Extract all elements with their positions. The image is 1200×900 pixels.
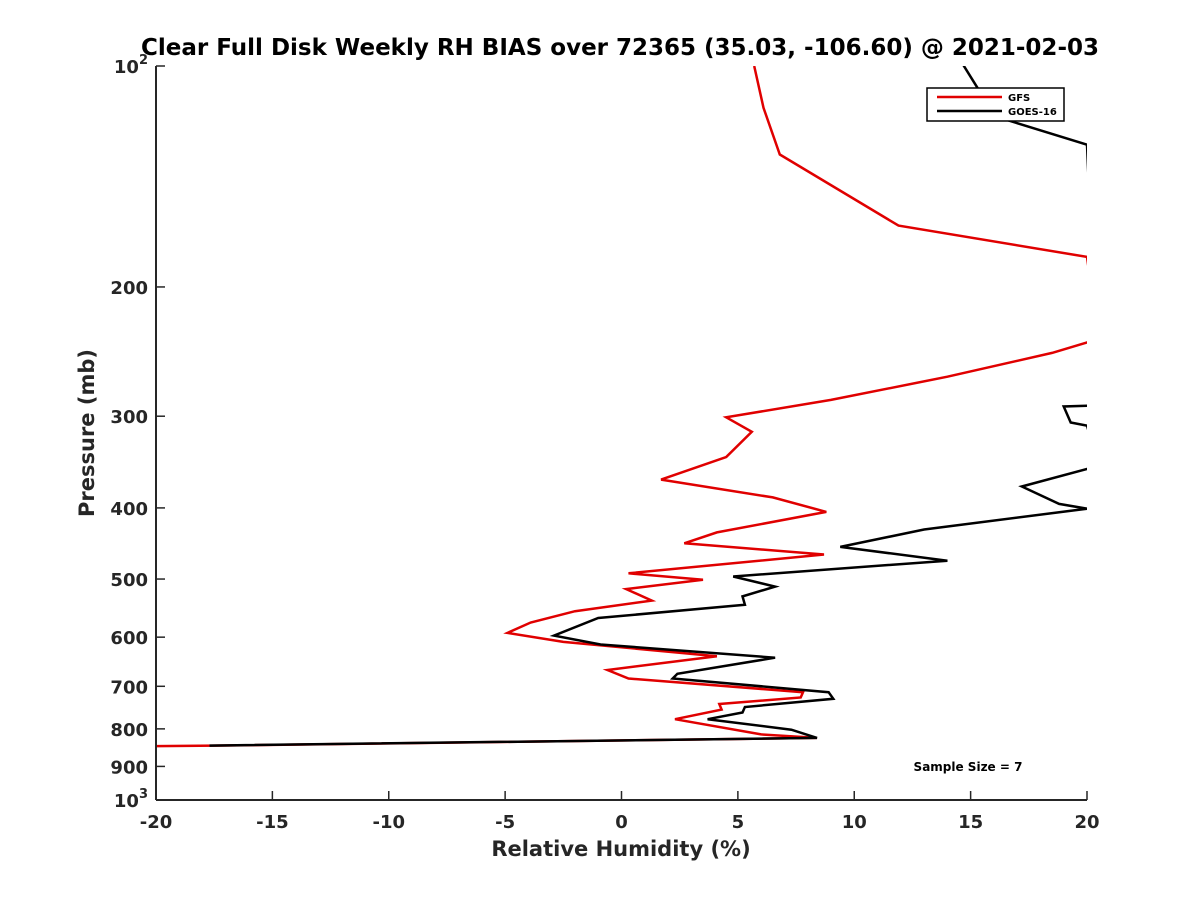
sample-size-annotation: Sample Size = 7 [914,760,1023,774]
legend-box [926,87,1065,122]
y-tick-label: 900 [110,757,148,778]
y-tick-label: 103 [114,787,148,812]
legend: GFS GOES-16 [926,87,1065,122]
series-line-goes16 [209,66,1087,747]
x-tick-label: 20 [1074,812,1099,833]
series-line-gfs [156,66,1087,748]
x-tick-label: -5 [495,812,515,833]
y-tick-label: 400 [110,499,148,520]
x-ticks: -20 -15 -10 -5 0 5 10 15 20 [140,791,1100,833]
x-tick-label: -15 [256,812,289,833]
y-axis-label: Pressure (mb) [75,349,99,517]
chart-title: Clear Full Disk Weekly RH BIAS over 7236… [141,35,1099,61]
x-tick-label: 5 [732,812,745,833]
x-tick-label: 15 [958,812,983,833]
y-ticks: 102 200 300 400 500 600 700 800 900 103 [110,53,165,812]
y-tick-label: 700 [110,677,148,698]
y-tick-label: 102 [114,53,148,78]
x-tick-label: 0 [615,812,628,833]
series-layer [156,66,1087,748]
y-tick-label: 200 [110,278,148,299]
x-axis-label: Relative Humidity (%) [491,837,750,861]
x-tick-label: -10 [372,812,405,833]
y-tick-label: 600 [110,628,148,649]
y-tick-label: 300 [110,407,148,428]
legend-label-gfs: GFS [1008,93,1030,104]
y-tick-label: 500 [110,570,148,591]
y-tick-label: 800 [110,720,148,741]
legend-label-goes16: GOES-16 [1008,107,1057,118]
x-tick-label: 10 [842,812,867,833]
x-tick-label: -20 [140,812,173,833]
